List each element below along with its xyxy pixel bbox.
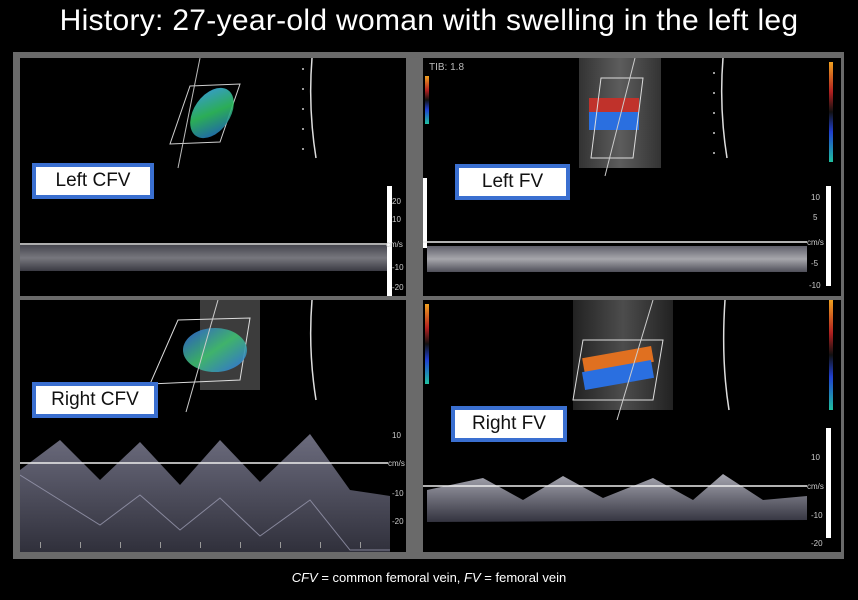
left-cfv-image: 20 10 cm/s -10 -20: [20, 58, 404, 296]
label-right-fv: Right FV: [451, 406, 567, 442]
figure-caption: CFV = common femoral vein, FV = femoral …: [0, 570, 858, 585]
left-cfv-scale-unit: cm/s: [386, 240, 403, 249]
caption-abbr-fv: FV: [464, 570, 481, 585]
right-cfv-scale-neg10: -10: [392, 489, 404, 498]
right-fv-scale-neg10: -10: [811, 511, 823, 520]
right-fv-scale-unit: cm/s: [807, 482, 824, 491]
right-fv-scale-10: 10: [811, 453, 820, 462]
panel-left-fv: TIB: 1.8 10 5 cm/s -5 -10 Left FV: [423, 58, 841, 296]
right-cfv-image: 10 cm/s -10 -20: [20, 300, 405, 552]
caption-def-cfv: = common femoral vein,: [317, 570, 465, 585]
caption-def-fv: = femoral vein: [480, 570, 567, 585]
label-right-cfv: Right CFV: [32, 382, 158, 418]
left-cfv-scale-neg20: -20: [392, 283, 404, 292]
ultrasound-frame: 20 10 cm/s -10 -20 Left CFV TIB: 1.8: [13, 52, 844, 559]
left-fv-scale-5: 5: [813, 213, 818, 222]
left-cfv-scale-neg10: -10: [392, 263, 404, 272]
label-left-fv: Left FV: [455, 164, 570, 200]
left-fv-tib: TIB: 1.8: [429, 62, 464, 73]
left-cfv-scale-10: 10: [392, 215, 401, 224]
slide-title: History: 27-year-old woman with swelling…: [59, 4, 799, 37]
left-fv-image: TIB: 1.8 10 5 cm/s -5 -10: [423, 58, 833, 290]
label-left-cfv: Left CFV: [32, 163, 154, 199]
panel-left-cfv: 20 10 cm/s -10 -20 Left CFV: [20, 58, 406, 296]
left-cfv-scale-20: 20: [392, 197, 401, 206]
right-fv-scale-neg20: -20: [811, 539, 823, 548]
caption-abbr-cfv: CFV: [291, 570, 318, 585]
left-fv-scale-unit: cm/s: [807, 238, 824, 247]
right-cfv-scale-neg20: -20: [392, 517, 404, 526]
panel-right-fv: 10 cm/s -10 -20 Right FV: [423, 300, 841, 552]
left-fv-scale-neg10: -10: [809, 281, 821, 290]
right-fv-image: 10 cm/s -10 -20: [423, 300, 833, 548]
left-fv-scale-neg5: -5: [811, 259, 819, 268]
panel-right-cfv: 10 cm/s -10 -20 Right CFV: [20, 300, 406, 552]
right-cfv-scale-unit: cm/s: [388, 459, 405, 468]
right-cfv-scale-10: 10: [392, 431, 401, 440]
left-fv-scale-10: 10: [811, 193, 820, 202]
